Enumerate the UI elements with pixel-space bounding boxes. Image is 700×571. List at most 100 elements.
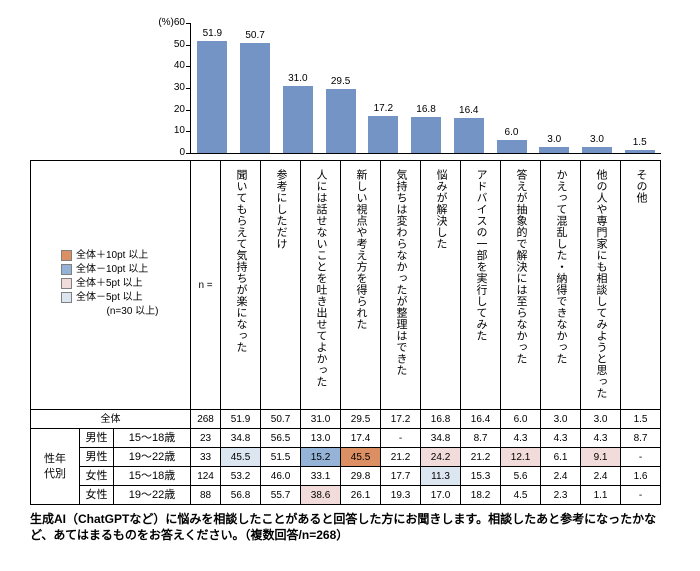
legend-item: 全体＋10pt 以上: [61, 250, 190, 261]
value-cell: 3.0: [540, 409, 582, 429]
column-header-label: 気持ちは変わらなかったが整理はできた: [395, 168, 408, 376]
bar: [539, 146, 570, 153]
bar-slot: 31.0: [276, 23, 319, 153]
legend-swatch: [61, 250, 72, 261]
value-cell: 2.4: [540, 466, 582, 486]
y-tick-label: 50: [173, 38, 185, 50]
value-cell: 45.5: [340, 447, 382, 467]
bar-value-label: 3.0: [590, 133, 604, 145]
y-tick-mark: [186, 131, 191, 133]
value-cell: 19.3: [380, 485, 422, 505]
n-header-label: n =: [198, 279, 213, 291]
column-header-label: 悩みが解決した: [435, 168, 448, 250]
y-tick-mark: [186, 153, 191, 154]
value-cell: 9.1: [580, 447, 622, 467]
column-header-label: 参考にしただけ: [275, 168, 288, 250]
value-cell: 6.1: [540, 447, 582, 467]
legend-item: 全体－10pt 以上: [61, 264, 190, 275]
y-tick-mark: [186, 23, 191, 24]
column-header: 聞いてもらえて気持ちが楽になった: [220, 160, 262, 410]
group-cell: 性年代別: [30, 428, 80, 505]
gender-cell: 男性: [79, 428, 114, 448]
value-cell: 55.7: [260, 485, 302, 505]
y-tick-label: 30: [173, 82, 185, 93]
n-value-cell: 88: [190, 485, 222, 505]
legend-cell: 全体＋10pt 以上 全体－10pt 以上 全体＋5pt 以上 全体－5pt 以上 (…: [29, 160, 192, 410]
bar-value-label: 29.5: [330, 76, 351, 88]
data-table: 全体＋10pt 以上 全体－10pt 以上 全体＋5pt 以上 全体－5pt 以上 (…: [29, 160, 662, 505]
age-cell: 15〜18歳: [112, 428, 192, 448]
y-tick-mark: [186, 88, 191, 89]
bar-slot: 16.4: [447, 23, 490, 153]
bar-slot: 17.2: [362, 23, 405, 153]
table-row: 男性 19〜22歳 33 45.5 51.5 15.2 45.5 21.2 24.2 21.2 12…: [31, 447, 662, 467]
legend-note: (n=30 以上): [106, 306, 159, 317]
value-cell: 31.0: [300, 409, 342, 429]
value-cell: 56.5: [260, 428, 302, 448]
y-tick-label: 0: [179, 147, 185, 158]
value-cell: 13.0: [300, 428, 342, 448]
bar: [197, 40, 228, 153]
n-value-cell: 33: [190, 447, 222, 467]
overall-row: 全体 268 51.9 50.7 31.0 29.5 17.2 16.8 16.4 6.0 3.…: [29, 409, 662, 429]
column-header-label: かえって混乱した・納得できなかった: [555, 168, 568, 365]
bar-value-label: 1.5: [632, 136, 647, 148]
age-cell: 19〜22歳: [112, 447, 192, 467]
bar: [282, 85, 313, 153]
legend-swatch: [61, 292, 72, 303]
value-cell: 26.1: [340, 485, 382, 505]
column-header-label: 答えが抽象的で解決には至らなかった: [515, 168, 528, 365]
plot-area: 51.9 50.7 31.0 29.5 17.2 16.8 16.4 6.0 3.0 3.0 1.5: [186, 23, 661, 154]
table-row: 女性 19〜22歳 88 56.8 55.7 38.6 26.1 19.3 17.0 18.2 4.…: [31, 485, 662, 505]
value-cell: 2.4: [580, 466, 622, 486]
value-cell: 3.0: [580, 409, 622, 429]
bar: [453, 117, 484, 153]
legend-swatch: [61, 278, 72, 289]
bar-value-label: 16.4: [459, 104, 479, 116]
value-cell: 8.7: [620, 428, 662, 448]
bar-value-label: 16.8: [416, 103, 436, 115]
bar-value-label: 6.0: [504, 127, 519, 138]
bar-value-label: 17.2: [373, 102, 394, 114]
bar-slot: 1.5: [618, 23, 661, 153]
value-cell: 1.1: [580, 485, 622, 505]
bar-slot: 3.0: [533, 23, 576, 153]
value-cell: 29.8: [340, 466, 382, 486]
table-row: 女性 15〜18歳 124 53.2 46.0 33.1 29.8 17.7 11.3 15.3 5…: [31, 466, 662, 486]
column-header: 人には話せないことを吐き出せてよかった: [300, 160, 342, 410]
column-header-label: 聞いてもらえて気持ちが楽になった: [235, 168, 248, 353]
gender-cell: 女性: [79, 466, 114, 486]
table-header-row: 全体＋10pt 以上 全体－10pt 以上 全体＋5pt 以上 全体－5pt 以上 (…: [29, 160, 662, 410]
value-cell: 24.2: [420, 447, 462, 467]
value-cell: 17.0: [420, 485, 462, 505]
n-header-cell: n =: [190, 160, 222, 410]
value-cell: -: [380, 428, 422, 448]
y-tick-label: 10: [173, 125, 185, 137]
value-cell: 21.2: [460, 447, 502, 467]
n-value-cell: 268: [190, 409, 222, 429]
value-cell: -: [620, 485, 662, 505]
bar-slot: 50.7: [234, 23, 277, 153]
age-cell: 15〜18歳: [112, 466, 192, 486]
value-cell: 51.9: [220, 409, 262, 429]
group-label: 性年代別: [44, 453, 66, 480]
value-cell: 11.3: [420, 466, 462, 486]
column-header-label: その他: [635, 168, 648, 204]
value-cell: 53.2: [220, 466, 262, 486]
value-cell: 4.3: [540, 428, 582, 448]
column-header-label: 新しい視点や考え方を得られた: [355, 168, 368, 330]
column-header: 他の人や専門家にも相談してみようと思った: [580, 160, 622, 410]
bar-value-label: 51.9: [202, 27, 223, 39]
value-cell: 17.2: [380, 409, 422, 429]
column-header: 気持ちは変わらなかったが整理はできた: [380, 160, 422, 410]
bar: [581, 146, 612, 153]
column-header-label: アドバイスの一部を実行してみた: [475, 168, 488, 342]
legend-item: 全体－5pt 以上: [61, 292, 190, 303]
value-cell: 1.6: [620, 466, 662, 486]
column-header-label: 人には話せないことを吐き出せてよかった: [315, 168, 328, 388]
bar: [411, 116, 442, 153]
column-header: 新しい視点や考え方を得られた: [340, 160, 382, 410]
bar-slot: 51.9: [191, 23, 234, 153]
bar: [624, 149, 655, 153]
